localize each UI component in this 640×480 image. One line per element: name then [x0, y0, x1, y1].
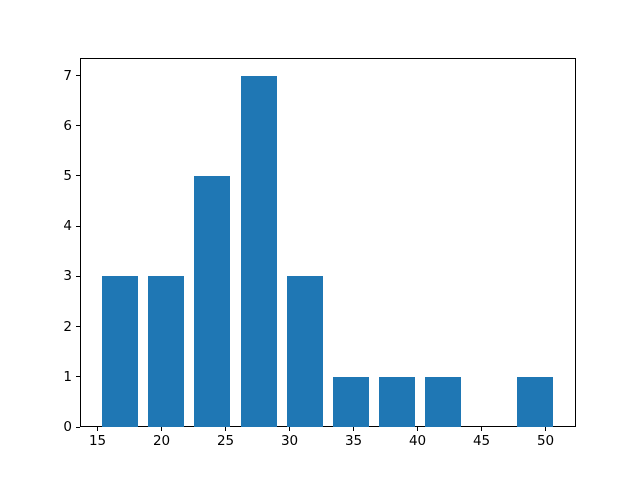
- x-axis-tick: [97, 427, 99, 431]
- x-axis-tick-label: 20: [152, 433, 171, 449]
- histogram-bar: [148, 276, 185, 427]
- y-axis-tick: [76, 175, 80, 177]
- x-axis-tick: [545, 427, 547, 431]
- y-axis-tick: [76, 426, 80, 428]
- y-axis-tick-label: 6: [63, 117, 72, 134]
- histogram-bar: [424, 376, 461, 427]
- y-axis-tick: [76, 275, 80, 277]
- y-axis-tick-label: 0: [63, 419, 72, 435]
- x-axis-tick: [417, 427, 419, 431]
- y-axis-tick-label: 4: [63, 218, 72, 235]
- y-axis-tick: [76, 225, 80, 227]
- x-axis-tick: [353, 427, 355, 431]
- histogram-bar: [286, 276, 323, 427]
- y-axis-tick-label: 5: [63, 167, 72, 184]
- y-axis-tick: [76, 75, 80, 77]
- x-axis-tick: [225, 427, 227, 431]
- histogram-bar: [240, 75, 277, 427]
- x-axis-tick: [161, 427, 163, 431]
- x-axis-tick-label: 25: [216, 433, 235, 449]
- y-axis-tick-label: 2: [63, 318, 72, 335]
- x-axis-tick-label: 40: [408, 433, 427, 449]
- x-axis-tick: [289, 427, 291, 431]
- x-axis-tick-label: 15: [88, 433, 107, 449]
- histogram-bar: [378, 376, 415, 427]
- x-axis-tick: [481, 427, 483, 431]
- x-axis-tick-label: 50: [536, 433, 555, 449]
- x-axis-tick-label: 30: [280, 433, 299, 449]
- histogram-bar: [102, 276, 139, 427]
- x-axis-tick-label: 35: [344, 433, 363, 449]
- x-axis-tick-label: 45: [472, 433, 491, 449]
- y-axis-tick-label: 7: [63, 67, 72, 84]
- histogram-bar: [332, 376, 369, 427]
- y-axis-tick-label: 1: [63, 368, 72, 385]
- y-axis-tick: [76, 125, 80, 127]
- y-axis-tick: [76, 326, 80, 328]
- histogram-bar: [517, 376, 554, 427]
- y-axis-tick: [76, 376, 80, 378]
- y-axis-tick-label: 3: [63, 268, 72, 285]
- histogram-bar: [194, 175, 231, 427]
